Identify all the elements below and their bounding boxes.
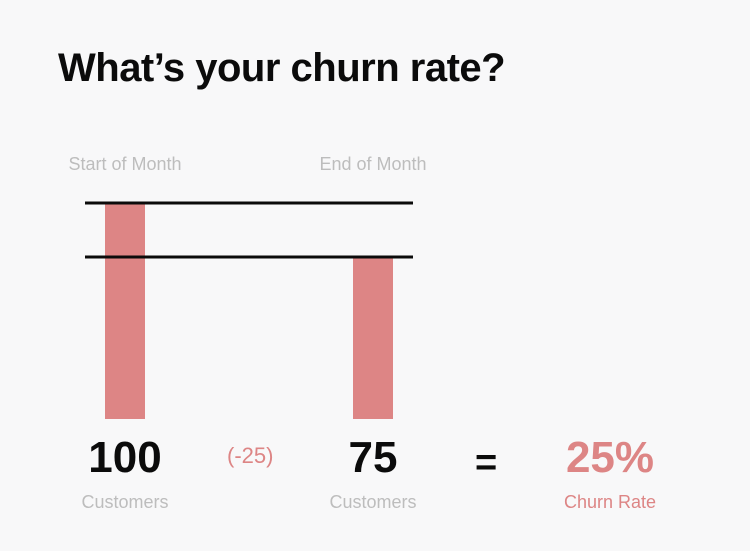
category-label-end-of-month: End of Month (319, 154, 426, 174)
churn-rate-label: Churn Rate (563, 492, 657, 512)
start-customer-count: 100 (88, 433, 162, 482)
bar-start-of-month (105, 203, 145, 419)
start-customers-label: Customers (81, 492, 169, 512)
end-stat: 75 Customers (320, 436, 426, 513)
end-customer-count: 75 (348, 433, 398, 482)
equals-sign: = (475, 442, 498, 484)
rate-stat: 25% Churn Rate (555, 436, 665, 513)
customer-difference: (-25) (227, 443, 274, 468)
churn-rate-value: 25% (565, 433, 655, 482)
category-label-start-of-month: Start of Month (68, 154, 181, 174)
start-stat: 100 Customers (72, 436, 178, 513)
bar-end-of-month (353, 257, 393, 419)
chart-title: What’s your churn rate? (58, 46, 506, 90)
end-customers-label: Customers (329, 492, 417, 512)
